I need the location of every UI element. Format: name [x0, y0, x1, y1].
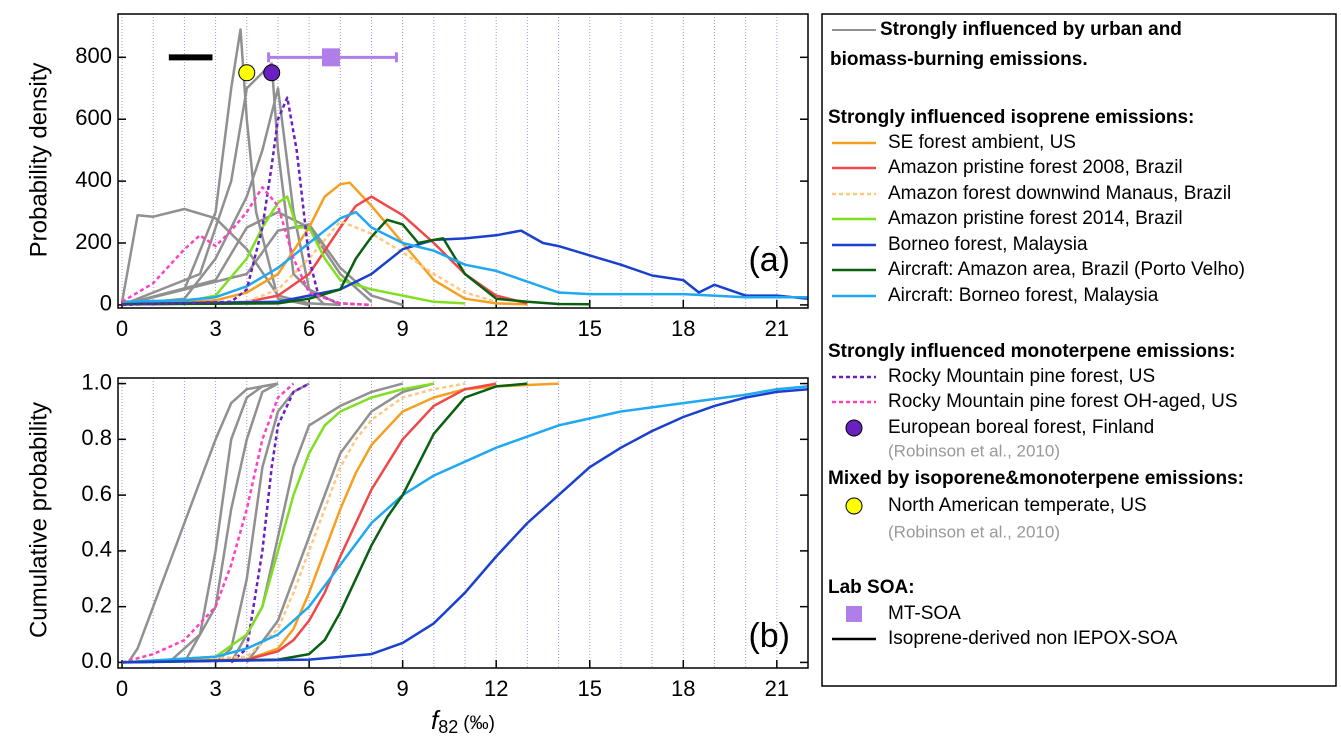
y-tick-label: 600	[75, 105, 112, 130]
point-marker	[263, 64, 281, 82]
legend-label: European boreal forest, Finland	[888, 417, 1154, 438]
legend-label: SE forest ambient, US	[888, 132, 1076, 153]
legend-header: Lab SOA:	[828, 577, 915, 598]
series-line	[122, 385, 809, 664]
x-label-subscript: 82	[438, 717, 458, 737]
legend-label: Amazon pristine forest 2014, Brazil	[888, 208, 1183, 229]
y-tick-label: 0.0	[81, 648, 112, 673]
y-axis-label: Cumulative probability	[25, 402, 52, 638]
legend-label: Aircraft: Amazon area, Brazil (Porto Vel…	[888, 259, 1245, 280]
series-line	[122, 387, 809, 664]
x-tick-label: 3	[209, 316, 221, 341]
series-line	[121, 382, 295, 664]
legend-label: Rocky Mountain pine forest, US	[888, 366, 1155, 387]
series-line	[122, 382, 466, 664]
x-tick-label: 0	[116, 316, 128, 341]
series-line	[122, 382, 528, 664]
series-line	[121, 62, 326, 307]
legend-swatch	[845, 419, 863, 437]
x-tick-label: 6	[303, 676, 315, 701]
x-axis-label: f82 (‰)	[431, 705, 495, 737]
y-tick-label: 0.2	[81, 592, 112, 617]
x-tick-label: 9	[397, 316, 409, 341]
legend-label: Borneo forest, Malaysia	[888, 234, 1088, 255]
series-line	[230, 382, 310, 664]
legend-label: Strongly influenced by urban and	[880, 19, 1182, 40]
x-tick-label: 21	[765, 316, 789, 341]
y-tick-label: 400	[75, 167, 112, 192]
series-line	[122, 220, 497, 306]
series-line	[121, 223, 404, 307]
legend-label: biomass-burning emissions.	[830, 49, 1088, 70]
legend-label: Isoprene-derived non IEPOX-SOA	[888, 628, 1178, 649]
y-tick-label: 800	[75, 43, 112, 68]
y-tick-label: 0.6	[81, 481, 112, 506]
x-tick-label: 15	[578, 316, 602, 341]
y-tick-label: 0.8	[81, 425, 112, 450]
y-tick-label: 0	[100, 291, 112, 316]
series-line	[122, 382, 435, 664]
series-line	[122, 181, 528, 306]
series-line	[122, 218, 590, 306]
legend-label: Rocky Mountain pine forest OH-aged, US	[888, 391, 1238, 412]
legend-header: Strongly influenced monoterpene emission…	[828, 341, 1236, 362]
x-tick-label: 12	[484, 676, 508, 701]
series-line	[122, 195, 466, 305]
x-tick-label: 12	[484, 316, 508, 341]
x-tick-label: 15	[578, 676, 602, 701]
series-line	[127, 382, 279, 664]
x-label-unit: (‰)	[463, 713, 495, 734]
legend-header: Mixed by isoporene&monoterpene emissions…	[828, 468, 1244, 489]
series-line	[245, 382, 435, 664]
series-line	[230, 382, 404, 664]
series-line	[121, 87, 341, 307]
legend-swatch	[846, 606, 862, 622]
x-tick-label: 3	[209, 676, 221, 701]
x-label-symbol: f	[431, 705, 441, 735]
x-tick-label: 0	[116, 676, 128, 701]
y-axis-label: Probability density	[25, 63, 52, 258]
x-tick-label: 21	[765, 676, 789, 701]
legend-box	[821, 13, 1337, 687]
panel-label: (a)	[748, 241, 790, 279]
x-tick-label: 18	[671, 316, 695, 341]
series-line	[121, 28, 310, 307]
point-marker	[321, 48, 340, 67]
series-line	[121, 210, 373, 307]
plot-frame	[117, 13, 809, 309]
series-line	[122, 382, 497, 664]
legend-label: Aircraft: Borneo forest, Malaysia	[888, 285, 1159, 306]
panel-label: (b)	[748, 617, 790, 655]
point-marker	[238, 64, 256, 82]
legend-label: MT-SOA	[888, 603, 961, 624]
x-tick-label: 18	[671, 676, 695, 701]
legend-label: North American temperate, US	[888, 495, 1147, 516]
legend-label: Amazon pristine forest 2008, Brazil	[888, 157, 1183, 178]
y-tick-label: 1.0	[81, 369, 112, 394]
legend-note: (Robinson et al., 2010)	[888, 441, 1060, 460]
series-line	[122, 210, 808, 304]
series-line	[183, 382, 279, 664]
y-tick-label: 0.4	[81, 537, 112, 562]
series-line	[122, 229, 809, 306]
legend-header: Strongly influenced isoprene emissions:	[828, 107, 1194, 128]
legend-note: (Robinson et al., 2010)	[888, 522, 1060, 541]
legend-swatch	[845, 497, 863, 515]
plot-frame	[117, 377, 809, 669]
series-line	[121, 186, 372, 307]
x-tick-label: 6	[303, 316, 315, 341]
x-tick-label: 9	[397, 676, 409, 701]
y-tick-label: 200	[75, 229, 112, 254]
legend-label: Amazon forest downwind Manaus, Brazil	[888, 183, 1231, 204]
